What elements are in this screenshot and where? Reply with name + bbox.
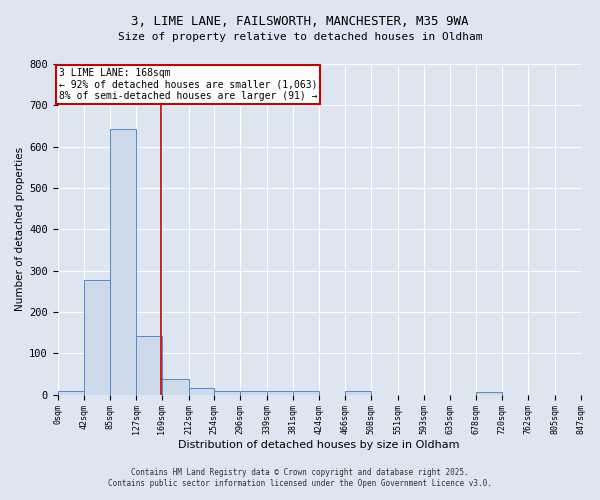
Bar [136,336,162,394]
Text: Contains HM Land Registry data © Crown copyright and database right 2025.
Contai: Contains HM Land Registry data © Crown c… [108,468,492,487]
Bar [58,392,83,394]
Bar [83,280,110,394]
Text: 3, LIME LANE, FAILSWORTH, MANCHESTER, M35 9WA: 3, LIME LANE, FAILSWORTH, MANCHESTER, M3… [131,15,469,28]
Bar [293,392,319,394]
Bar [188,388,214,394]
Text: Size of property relative to detached houses in Oldham: Size of property relative to detached ho… [118,32,482,42]
Bar [346,392,371,394]
X-axis label: Distribution of detached houses by size in Oldham: Distribution of detached houses by size … [178,440,460,450]
Bar [162,379,188,394]
Bar [110,129,136,394]
Bar [241,390,267,394]
Y-axis label: Number of detached properties: Number of detached properties [15,148,25,312]
Text: 3 LIME LANE: 168sqm
← 92% of detached houses are smaller (1,063)
8% of semi-deta: 3 LIME LANE: 168sqm ← 92% of detached ho… [59,68,317,102]
Bar [476,392,502,394]
Bar [267,390,293,394]
Bar [214,390,241,394]
